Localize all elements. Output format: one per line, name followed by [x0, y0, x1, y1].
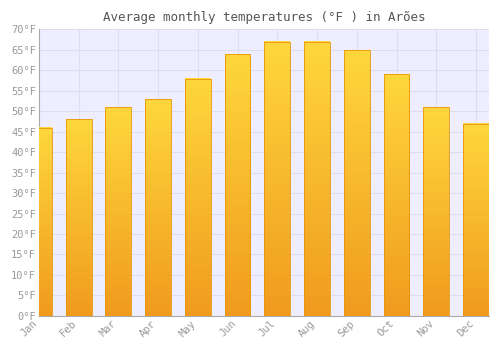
Bar — [224, 54, 250, 316]
Bar — [66, 119, 92, 316]
Bar — [106, 107, 132, 316]
Bar — [26, 128, 52, 316]
Bar — [384, 75, 409, 316]
Bar — [145, 99, 171, 316]
Bar — [264, 42, 290, 316]
Bar — [185, 78, 210, 316]
Bar — [463, 124, 489, 316]
Bar — [424, 107, 449, 316]
Bar — [304, 42, 330, 316]
Title: Average monthly temperatures (°F ) in Arões: Average monthly temperatures (°F ) in Ar… — [102, 11, 425, 24]
Bar — [344, 50, 370, 316]
